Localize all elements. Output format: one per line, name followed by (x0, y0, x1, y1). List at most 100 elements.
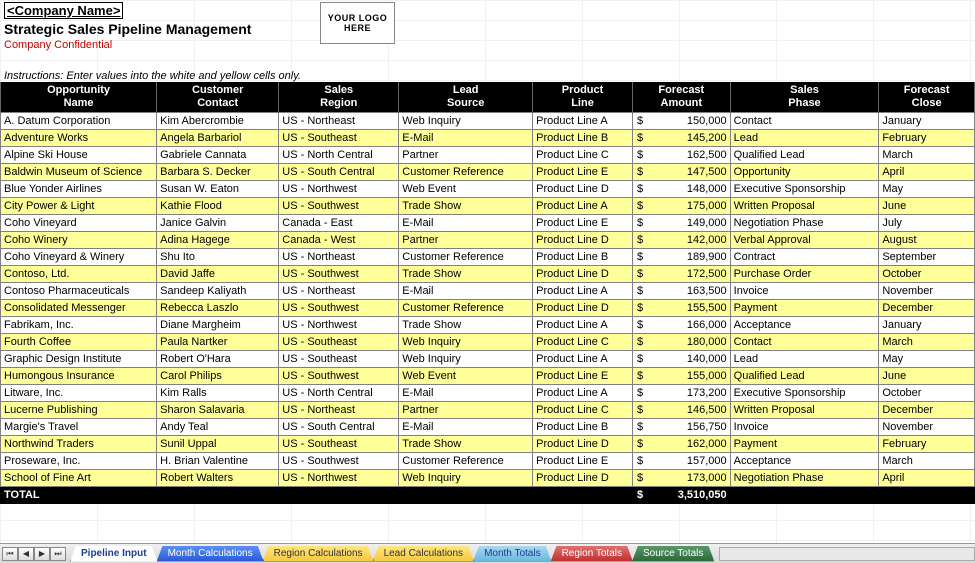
cell-lead[interactable]: E-Mail (399, 385, 533, 402)
sheet-tab[interactable]: Region Totals (551, 546, 633, 562)
cell-phase[interactable]: Invoice (730, 419, 879, 436)
cell-region[interactable]: US - South Central (279, 419, 399, 436)
cell-lead[interactable]: Customer Reference (399, 164, 533, 181)
next-sheet-button[interactable]: ▶ (34, 547, 50, 561)
cell-region[interactable]: US - Northeast (279, 402, 399, 419)
cell-contact[interactable]: H. Brian Valentine (157, 453, 279, 470)
cell-phase[interactable]: Purchase Order (730, 266, 879, 283)
cell-region[interactable]: US - North Central (279, 147, 399, 164)
cell-contact[interactable]: Kathie Flood (157, 198, 279, 215)
column-header-product[interactable]: ProductLine (533, 82, 633, 113)
cell-opp[interactable]: Alpine Ski House (1, 147, 157, 164)
cell-opp[interactable]: Humongous Insurance (1, 368, 157, 385)
column-header-opp[interactable]: OpportunityName (1, 82, 157, 113)
cell-opp[interactable]: Adventure Works (1, 130, 157, 147)
cell-close[interactable]: March (879, 453, 975, 470)
cell-lead[interactable]: Web Event (399, 368, 533, 385)
cell-contact[interactable]: Angela Barbariol (157, 130, 279, 147)
cell-region[interactable]: US - Southwest (279, 453, 399, 470)
cell-phase[interactable]: Lead (730, 351, 879, 368)
cell-close[interactable]: July (879, 215, 975, 232)
cell-lead[interactable]: Trade Show (399, 317, 533, 334)
cell-phase[interactable]: Verbal Approval (730, 232, 879, 249)
cell-opp[interactable]: Baldwin Museum of Science (1, 164, 157, 181)
cell-opp[interactable]: A. Datum Corporation (1, 113, 157, 130)
logo-placeholder[interactable]: YOUR LOGO HERE (320, 2, 395, 44)
cell-contact[interactable]: Robert O'Hara (157, 351, 279, 368)
cell-region[interactable]: US - Northeast (279, 249, 399, 266)
cell-product[interactable]: Product Line C (533, 402, 633, 419)
cell-product[interactable]: Product Line B (533, 249, 633, 266)
cell-contact[interactable]: Shu Ito (157, 249, 279, 266)
cell-lead[interactable]: E-Mail (399, 283, 533, 300)
cell-region[interactable]: US - Southeast (279, 334, 399, 351)
cell-lead[interactable]: Partner (399, 147, 533, 164)
cell-lead[interactable]: Web Inquiry (399, 334, 533, 351)
cell-amount[interactable]: $145,200 (632, 130, 730, 147)
cell-contact[interactable]: Andy Teal (157, 419, 279, 436)
cell-phase[interactable]: Payment (730, 436, 879, 453)
cell-product[interactable]: Product Line A (533, 283, 633, 300)
cell-contact[interactable]: Rebecca Laszlo (157, 300, 279, 317)
cell-phase[interactable]: Qualified Lead (730, 368, 879, 385)
cell-opp[interactable]: Blue Yonder Airlines (1, 181, 157, 198)
cell-product[interactable]: Product Line A (533, 385, 633, 402)
cell-close[interactable]: December (879, 300, 975, 317)
cell-phase[interactable]: Negotiation Phase (730, 215, 879, 232)
cell-product[interactable]: Product Line A (533, 113, 633, 130)
cell-phase[interactable]: Payment (730, 300, 879, 317)
cell-lead[interactable]: Trade Show (399, 198, 533, 215)
cell-product[interactable]: Product Line D (533, 266, 633, 283)
cell-close[interactable]: November (879, 283, 975, 300)
cell-contact[interactable]: Sharon Salavaria (157, 402, 279, 419)
cell-product[interactable]: Product Line D (533, 470, 633, 487)
cell-opp[interactable]: Fourth Coffee (1, 334, 157, 351)
cell-contact[interactable]: Paula Nartker (157, 334, 279, 351)
cell-opp[interactable]: Graphic Design Institute (1, 351, 157, 368)
cell-product[interactable]: Product Line E (533, 164, 633, 181)
column-header-phase[interactable]: SalesPhase (730, 82, 879, 113)
cell-phase[interactable]: Contract (730, 249, 879, 266)
cell-phase[interactable]: Opportunity (730, 164, 879, 181)
cell-amount[interactable]: $140,000 (632, 351, 730, 368)
cell-opp[interactable]: Coho Vineyard & Winery (1, 249, 157, 266)
cell-contact[interactable]: Gabriele Cannata (157, 147, 279, 164)
cell-contact[interactable]: Diane Margheim (157, 317, 279, 334)
cell-region[interactable]: US - Northwest (279, 317, 399, 334)
cell-contact[interactable]: Kim Abercrombie (157, 113, 279, 130)
cell-product[interactable]: Product Line C (533, 147, 633, 164)
cell-close[interactable]: October (879, 385, 975, 402)
cell-lead[interactable]: Web Inquiry (399, 470, 533, 487)
cell-region[interactable]: US - Northwest (279, 181, 399, 198)
cell-close[interactable]: June (879, 198, 975, 215)
cell-amount[interactable]: $173,000 (632, 470, 730, 487)
cell-lead[interactable]: Web Inquiry (399, 113, 533, 130)
cell-phase[interactable]: Acceptance (730, 317, 879, 334)
cell-lead[interactable]: Partner (399, 402, 533, 419)
column-header-close[interactable]: ForecastClose (879, 82, 975, 113)
cell-product[interactable]: Product Line B (533, 130, 633, 147)
column-header-lead[interactable]: LeadSource (399, 82, 533, 113)
prev-sheet-button[interactable]: ◀ (18, 547, 34, 561)
cell-lead[interactable]: Customer Reference (399, 249, 533, 266)
column-header-contact[interactable]: CustomerContact (157, 82, 279, 113)
cell-product[interactable]: Product Line D (533, 232, 633, 249)
cell-lead[interactable]: E-Mail (399, 215, 533, 232)
sheet-tab[interactable]: Lead Calculations (373, 546, 475, 562)
cell-opp[interactable]: Contoso, Ltd. (1, 266, 157, 283)
cell-amount[interactable]: $149,000 (632, 215, 730, 232)
cell-product[interactable]: Product Line D (533, 300, 633, 317)
cell-phase[interactable]: Acceptance (730, 453, 879, 470)
cell-contact[interactable]: Sandeep Kaliyath (157, 283, 279, 300)
cell-lead[interactable]: E-Mail (399, 130, 533, 147)
cell-contact[interactable]: Kim Ralls (157, 385, 279, 402)
cell-product[interactable]: Product Line D (533, 436, 633, 453)
cell-product[interactable]: Product Line A (533, 317, 633, 334)
cell-lead[interactable]: Web Event (399, 181, 533, 198)
cell-lead[interactable]: Trade Show (399, 436, 533, 453)
cell-opp[interactable]: City Power & Light (1, 198, 157, 215)
cell-contact[interactable]: Barbara S. Decker (157, 164, 279, 181)
cell-contact[interactable]: Adina Hagege (157, 232, 279, 249)
cell-amount[interactable]: $175,000 (632, 198, 730, 215)
column-header-amount[interactable]: ForecastAmount (632, 82, 730, 113)
